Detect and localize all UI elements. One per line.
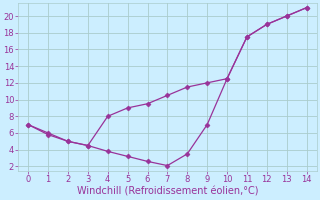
- X-axis label: Windchill (Refroidissement éolien,°C): Windchill (Refroidissement éolien,°C): [77, 187, 258, 197]
